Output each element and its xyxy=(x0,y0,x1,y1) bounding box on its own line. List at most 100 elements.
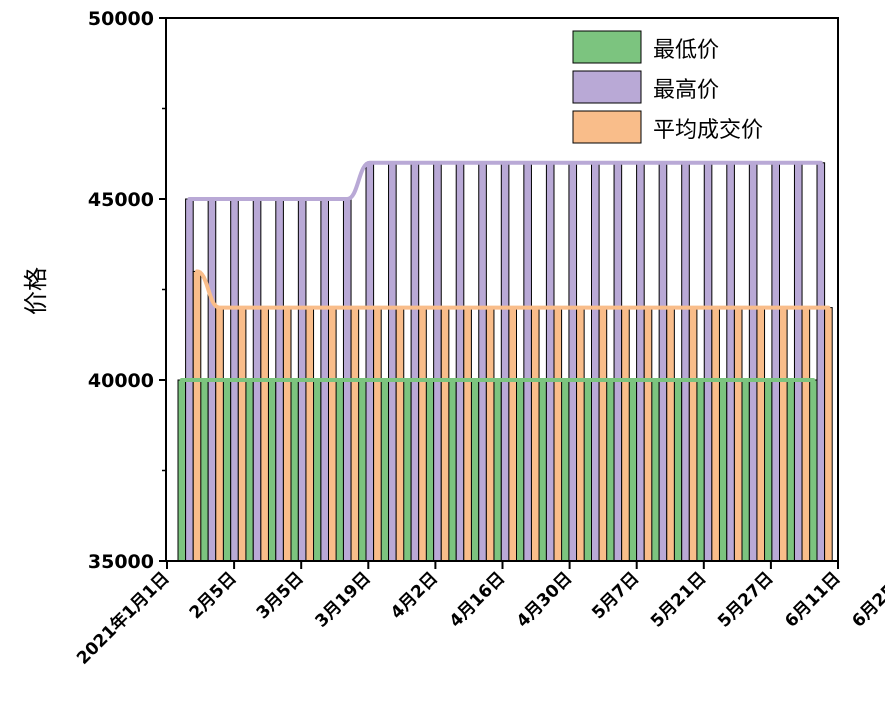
bar xyxy=(373,307,382,562)
bar xyxy=(756,307,766,562)
legend-label: 最低价 xyxy=(653,38,719,63)
legend-swatch xyxy=(572,70,642,104)
bar xyxy=(440,307,450,562)
bar xyxy=(470,379,480,562)
legend-label: 平均成交价 xyxy=(653,118,763,143)
plot-area xyxy=(177,160,833,562)
bar xyxy=(545,162,555,562)
x-tick-label: 3月5日 xyxy=(253,568,308,623)
bar xyxy=(711,307,720,562)
bar xyxy=(598,307,608,562)
y-tick-label: 50000 xyxy=(88,8,154,30)
bar xyxy=(801,307,811,562)
bar xyxy=(448,379,457,562)
bar xyxy=(636,162,645,562)
bar xyxy=(779,307,788,562)
series-bars-1 xyxy=(185,162,826,562)
bar xyxy=(282,307,292,562)
bar xyxy=(786,379,795,562)
bar xyxy=(335,379,344,562)
bar xyxy=(718,379,728,562)
bar xyxy=(553,307,563,562)
y-axis-label: 价格 xyxy=(22,267,50,315)
bar xyxy=(733,307,743,562)
bar xyxy=(463,307,472,562)
bar xyxy=(478,162,487,562)
bar xyxy=(748,162,758,562)
series-bars-2 xyxy=(192,270,833,562)
bar xyxy=(260,307,269,562)
bar xyxy=(523,162,532,562)
legend-swatch xyxy=(572,30,642,64)
series-bars-0 xyxy=(177,379,818,562)
bar xyxy=(583,379,593,562)
y-axis: 35000 40000 45000 50000 xyxy=(88,8,166,573)
bar xyxy=(824,307,833,562)
bar xyxy=(508,307,517,562)
bar xyxy=(245,379,254,562)
bar xyxy=(726,162,735,562)
bar xyxy=(237,307,247,562)
y-tick-label: 45000 xyxy=(88,189,154,211)
bar xyxy=(643,307,653,562)
x-tick-label: 3月19日 xyxy=(312,568,375,631)
x-tick-label: 5月27日 xyxy=(714,568,777,631)
x-tick-label: 6月25日 xyxy=(848,568,885,631)
bar xyxy=(418,307,427,562)
bar xyxy=(267,379,277,562)
bar xyxy=(703,162,713,562)
bar xyxy=(621,307,630,562)
bar xyxy=(560,379,570,562)
x-tick-label: 4月30日 xyxy=(513,568,576,631)
x-tick-label: 2月5日 xyxy=(186,568,241,623)
bar xyxy=(688,307,698,562)
bar xyxy=(673,379,683,562)
y-tick-label: 40000 xyxy=(88,370,154,392)
bar xyxy=(793,162,803,562)
bar xyxy=(485,307,495,562)
series-line xyxy=(187,160,823,201)
bar xyxy=(192,270,202,562)
bar xyxy=(741,379,750,562)
bar xyxy=(605,379,615,562)
bar xyxy=(681,162,690,562)
bar xyxy=(455,162,465,562)
legend-swatch xyxy=(572,110,642,144)
y-tick-label: 35000 xyxy=(88,551,154,573)
bar xyxy=(530,307,540,562)
bar xyxy=(628,379,638,562)
x-tick-label: 4月16日 xyxy=(446,568,509,631)
bar xyxy=(500,162,510,562)
x-tick-label: 5月7日 xyxy=(588,568,643,623)
bar xyxy=(425,379,435,562)
bar xyxy=(658,162,668,562)
bar xyxy=(350,307,360,562)
bar xyxy=(290,379,299,562)
bar xyxy=(591,162,600,562)
bar xyxy=(771,162,781,562)
bar xyxy=(410,162,420,562)
bar xyxy=(305,307,315,562)
legend-label: 最高价 xyxy=(653,78,719,103)
x-tick-label: 4月2日 xyxy=(387,568,442,623)
bar xyxy=(666,307,675,562)
x-tick-label: 5月21日 xyxy=(647,568,710,631)
series-line xyxy=(195,269,831,310)
x-tick-label: 6月11日 xyxy=(781,568,844,631)
bar xyxy=(576,307,585,562)
bar xyxy=(651,379,660,562)
bar xyxy=(493,379,502,562)
bar xyxy=(515,379,525,562)
bar xyxy=(433,162,442,562)
bar xyxy=(200,379,209,562)
bar xyxy=(312,379,322,562)
bar xyxy=(816,162,826,562)
bar xyxy=(380,379,390,562)
bar xyxy=(388,162,397,562)
bar xyxy=(403,379,412,562)
bar xyxy=(328,307,337,562)
bar xyxy=(177,379,187,562)
bar xyxy=(696,379,705,562)
